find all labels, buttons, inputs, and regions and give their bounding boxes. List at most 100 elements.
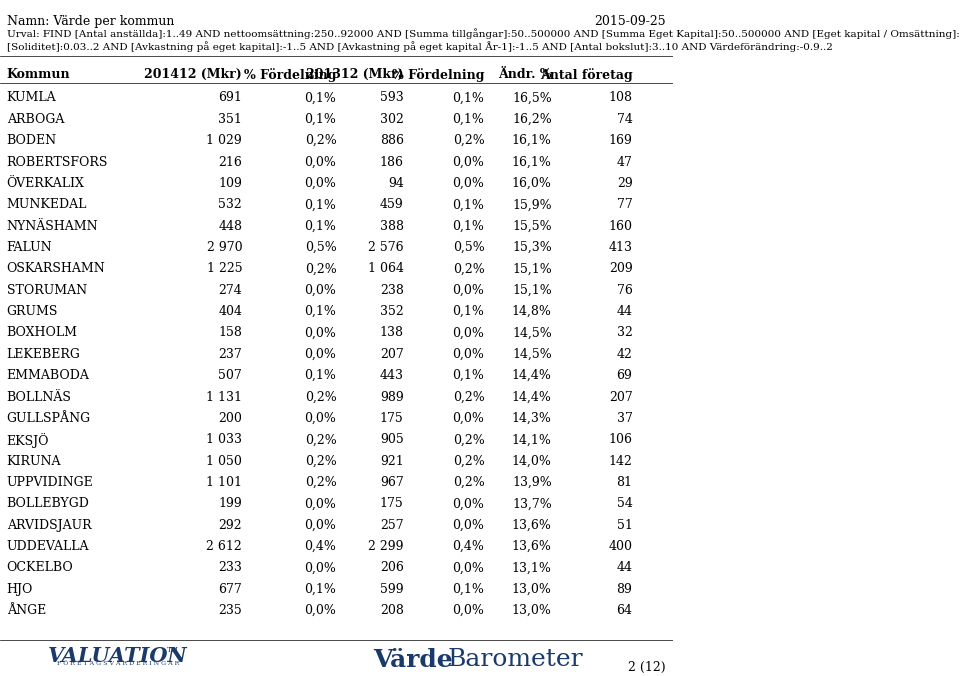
Text: 0,1%: 0,1% [304, 369, 336, 382]
Text: 274: 274 [219, 284, 242, 297]
Text: 0,5%: 0,5% [304, 241, 336, 254]
Text: 13,0%: 13,0% [512, 604, 552, 617]
Text: KUMLA: KUMLA [7, 91, 57, 105]
Text: 1 029: 1 029 [206, 135, 242, 147]
Text: 0,0%: 0,0% [304, 562, 336, 575]
Text: 989: 989 [380, 391, 404, 404]
Text: 0,0%: 0,0% [304, 348, 336, 361]
Text: 448: 448 [218, 220, 242, 233]
Text: 47: 47 [616, 155, 633, 168]
Text: 0,0%: 0,0% [304, 498, 336, 510]
Text: 0,5%: 0,5% [453, 241, 485, 254]
Text: 233: 233 [218, 562, 242, 575]
Text: 77: 77 [616, 198, 633, 212]
Text: 0,2%: 0,2% [304, 135, 336, 147]
Text: 0,1%: 0,1% [452, 305, 485, 318]
Text: 0,1%: 0,1% [452, 198, 485, 212]
Text: 158: 158 [218, 327, 242, 339]
Text: 106: 106 [609, 433, 633, 446]
Text: UPPVIDINGE: UPPVIDINGE [7, 476, 93, 489]
Text: 64: 64 [616, 604, 633, 617]
Text: 0,2%: 0,2% [304, 455, 336, 468]
Text: 2015-09-25: 2015-09-25 [594, 15, 666, 28]
Text: 16,5%: 16,5% [512, 91, 552, 105]
Text: MUNKEDAL: MUNKEDAL [7, 198, 87, 212]
Text: 0,0%: 0,0% [452, 284, 485, 297]
Text: 0,0%: 0,0% [452, 348, 485, 361]
Text: 1 050: 1 050 [206, 455, 242, 468]
Text: 237: 237 [219, 348, 242, 361]
Text: 208: 208 [380, 604, 404, 617]
Text: ÖVERKALIX: ÖVERKALIX [7, 177, 84, 190]
Text: 54: 54 [616, 498, 633, 510]
Text: 15,5%: 15,5% [512, 220, 552, 233]
Text: 0,0%: 0,0% [452, 604, 485, 617]
Text: 16,1%: 16,1% [512, 135, 552, 147]
Text: 2 612: 2 612 [206, 540, 242, 553]
Text: 14,5%: 14,5% [512, 327, 552, 339]
Text: 0,2%: 0,2% [304, 391, 336, 404]
Text: 15,1%: 15,1% [512, 262, 552, 275]
Text: 2 970: 2 970 [206, 241, 242, 254]
Text: 0,0%: 0,0% [304, 155, 336, 168]
Text: 0,1%: 0,1% [304, 198, 336, 212]
Text: 507: 507 [219, 369, 242, 382]
Text: 0,2%: 0,2% [453, 391, 485, 404]
Text: 413: 413 [609, 241, 633, 254]
Text: 14,0%: 14,0% [512, 455, 552, 468]
Text: Antal företag: Antal företag [540, 68, 633, 82]
Text: 209: 209 [609, 262, 633, 275]
Text: STORUMAN: STORUMAN [7, 284, 86, 297]
Text: 15,1%: 15,1% [512, 284, 552, 297]
Text: 199: 199 [219, 498, 242, 510]
Text: 14,1%: 14,1% [512, 433, 552, 446]
Text: 257: 257 [380, 518, 404, 532]
Text: 74: 74 [616, 113, 633, 126]
Text: 44: 44 [616, 562, 633, 575]
Text: 142: 142 [609, 455, 633, 468]
Text: 0,0%: 0,0% [452, 327, 485, 339]
Text: 13,9%: 13,9% [512, 476, 552, 489]
Text: 0,0%: 0,0% [304, 604, 336, 617]
Text: ROBERTSFORS: ROBERTSFORS [7, 155, 108, 168]
Text: 29: 29 [616, 177, 633, 190]
Text: % Fördelning: % Fördelning [392, 68, 485, 82]
Text: 0,2%: 0,2% [453, 455, 485, 468]
Text: 404: 404 [218, 305, 242, 318]
Text: 16,1%: 16,1% [512, 155, 552, 168]
Text: Namn: Värde per kommun: Namn: Värde per kommun [7, 15, 174, 28]
Text: 0,0%: 0,0% [452, 412, 485, 425]
Text: 0,2%: 0,2% [453, 476, 485, 489]
Text: 0,1%: 0,1% [452, 583, 485, 596]
Text: Ändr. %: Ändr. % [498, 68, 552, 81]
Text: 14,5%: 14,5% [512, 348, 552, 361]
Text: 200: 200 [218, 412, 242, 425]
Text: 0,0%: 0,0% [304, 518, 336, 532]
Text: 0,1%: 0,1% [304, 91, 336, 105]
Text: 169: 169 [609, 135, 633, 147]
Text: 14,3%: 14,3% [512, 412, 552, 425]
Text: 0,1%: 0,1% [304, 305, 336, 318]
Text: KIRUNA: KIRUNA [7, 455, 61, 468]
Text: 0,0%: 0,0% [304, 177, 336, 190]
Text: 44: 44 [616, 305, 633, 318]
Text: VALUATION: VALUATION [48, 646, 187, 667]
Text: 886: 886 [380, 135, 404, 147]
Text: F Ö R E T A G S V Ä R D E R I N G A R: F Ö R E T A G S V Ä R D E R I N G A R [57, 661, 179, 666]
Text: ARBOGA: ARBOGA [7, 113, 64, 126]
Text: 0,2%: 0,2% [304, 433, 336, 446]
Text: 13,1%: 13,1% [512, 562, 552, 575]
Text: 0,0%: 0,0% [304, 412, 336, 425]
Text: 0,1%: 0,1% [304, 220, 336, 233]
Text: 352: 352 [380, 305, 404, 318]
Text: Värde: Värde [373, 648, 453, 671]
Text: 1 101: 1 101 [206, 476, 242, 489]
Text: FALUN: FALUN [7, 241, 53, 254]
Text: 1 225: 1 225 [206, 262, 242, 275]
Text: 69: 69 [616, 369, 633, 382]
Text: 1 064: 1 064 [368, 262, 404, 275]
Text: 207: 207 [609, 391, 633, 404]
Text: 0,2%: 0,2% [304, 262, 336, 275]
Text: 201412 (Mkr): 201412 (Mkr) [144, 68, 242, 81]
Text: 1 131: 1 131 [206, 391, 242, 404]
